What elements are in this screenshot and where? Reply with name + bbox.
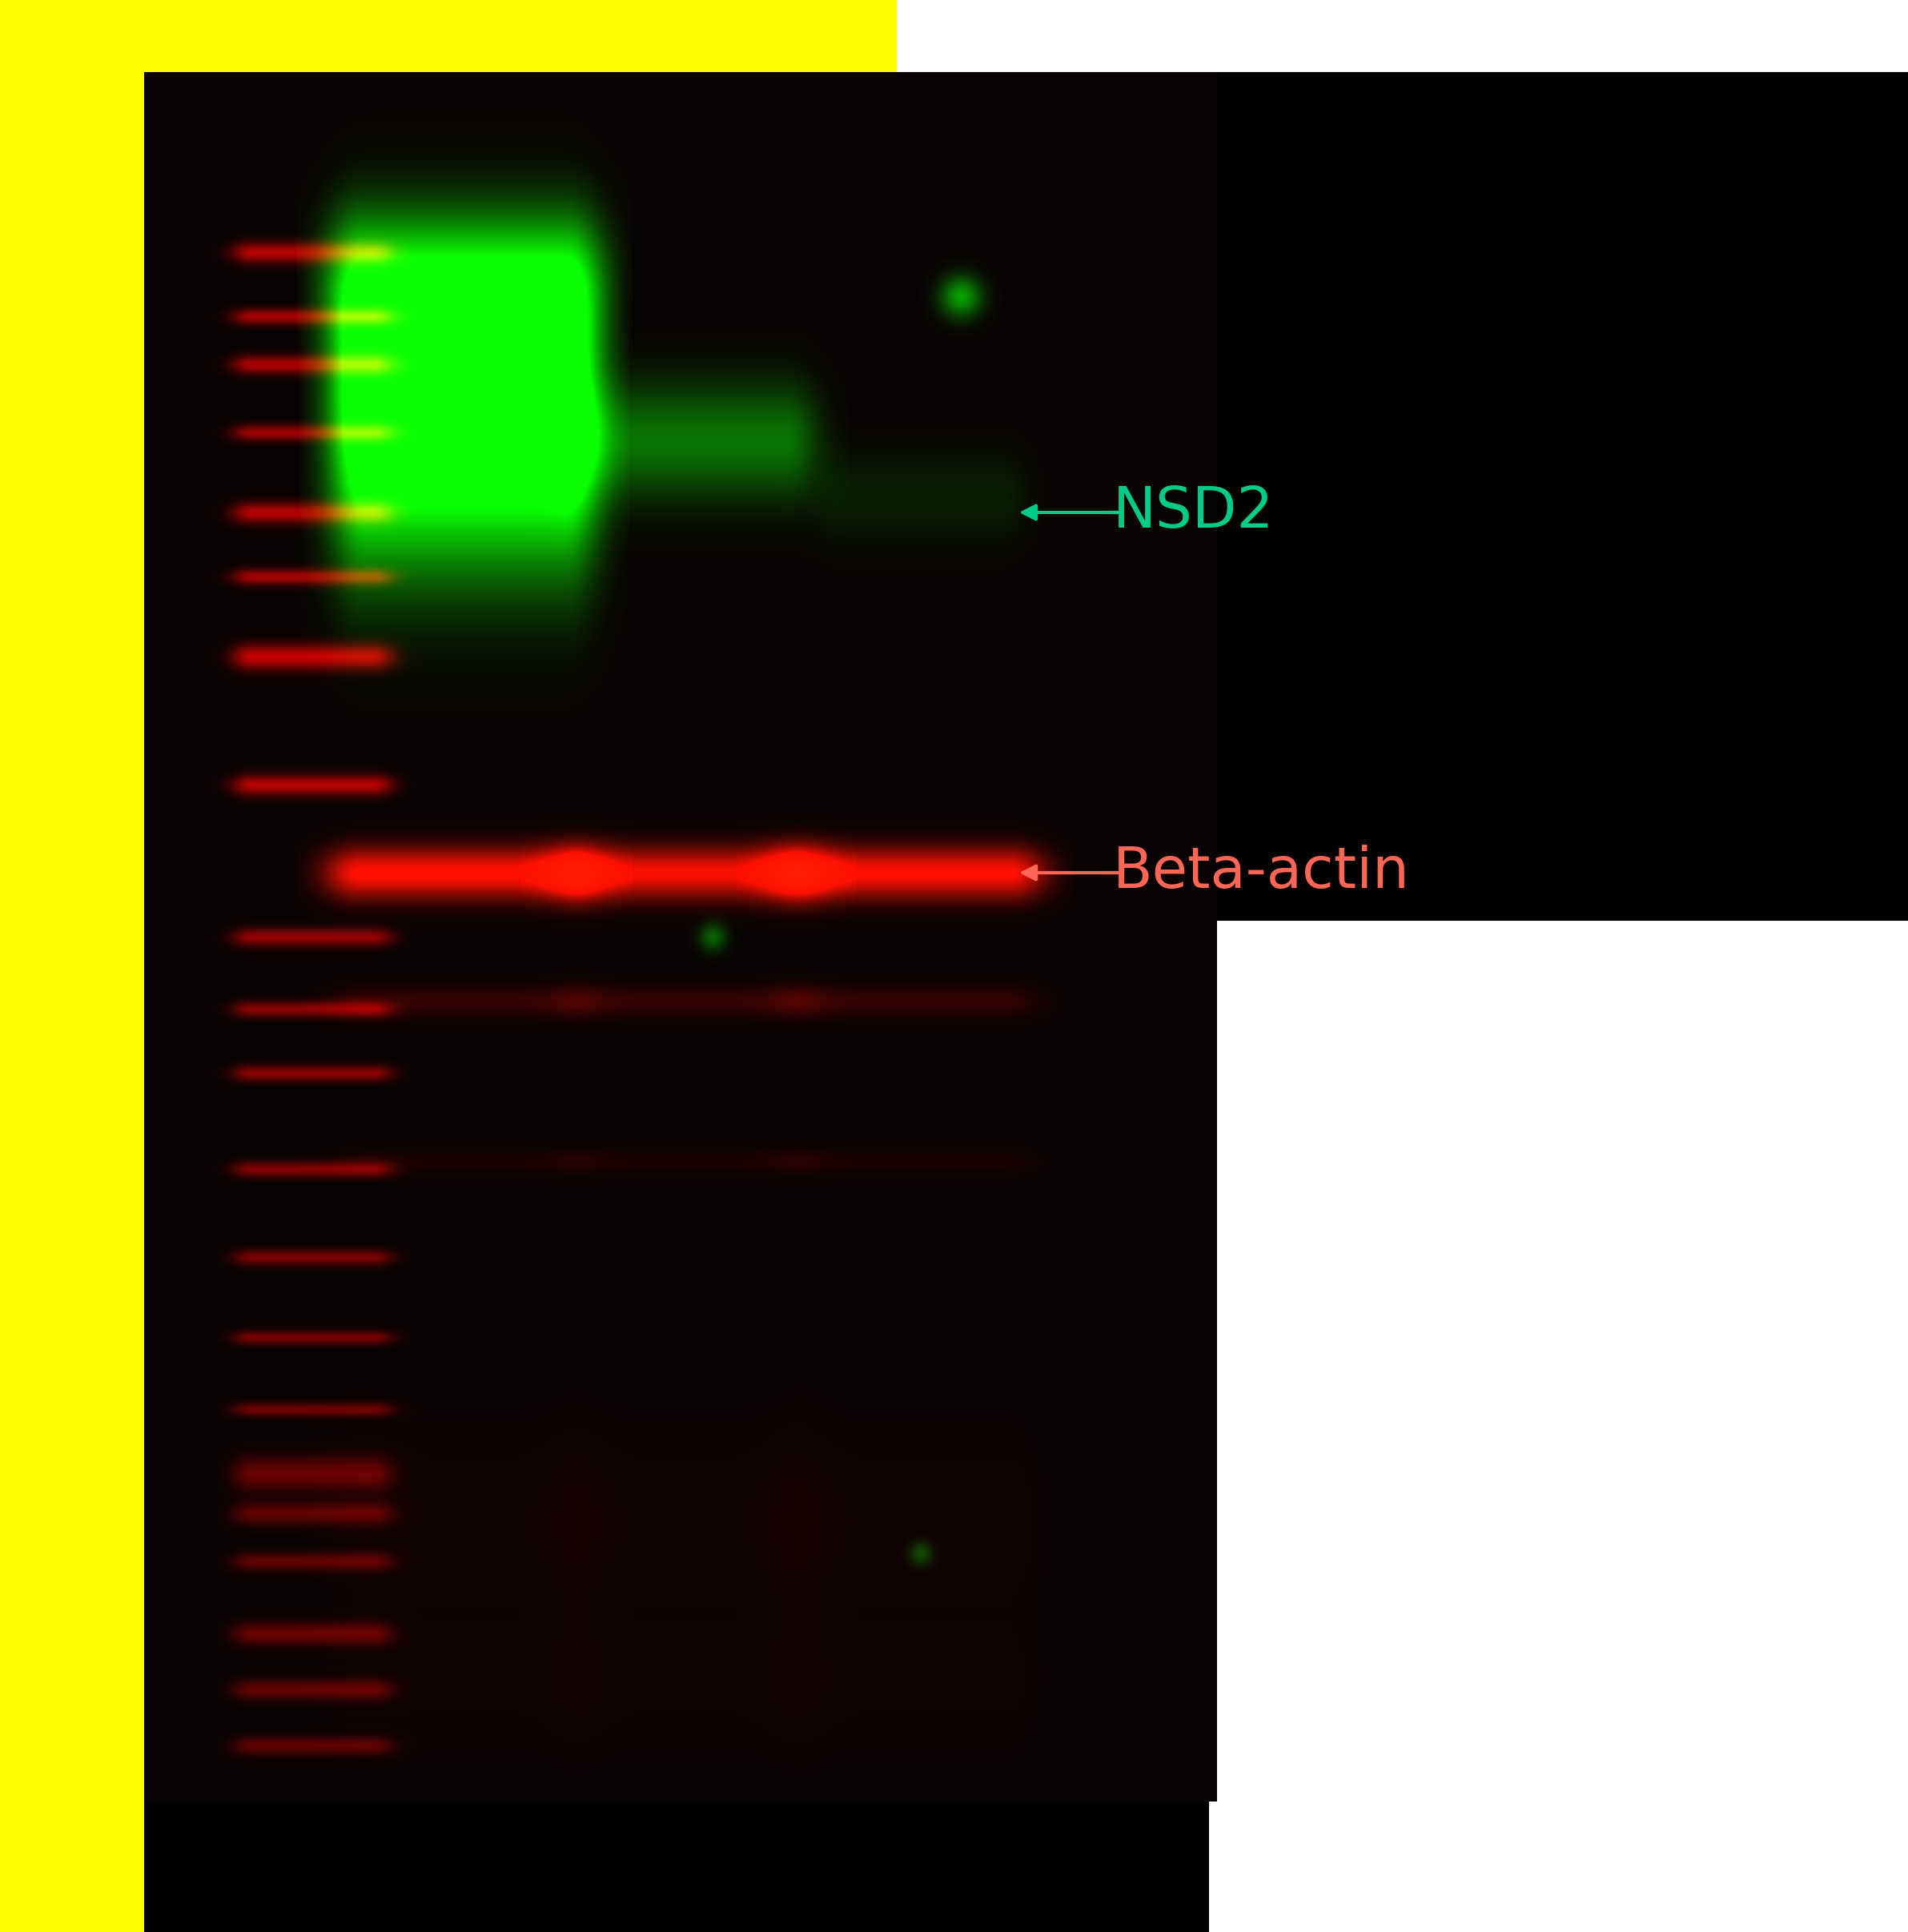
Text: Beta-actin: Beta-actin	[1112, 844, 1410, 900]
Text: NSD2: NSD2	[1112, 485, 1275, 541]
